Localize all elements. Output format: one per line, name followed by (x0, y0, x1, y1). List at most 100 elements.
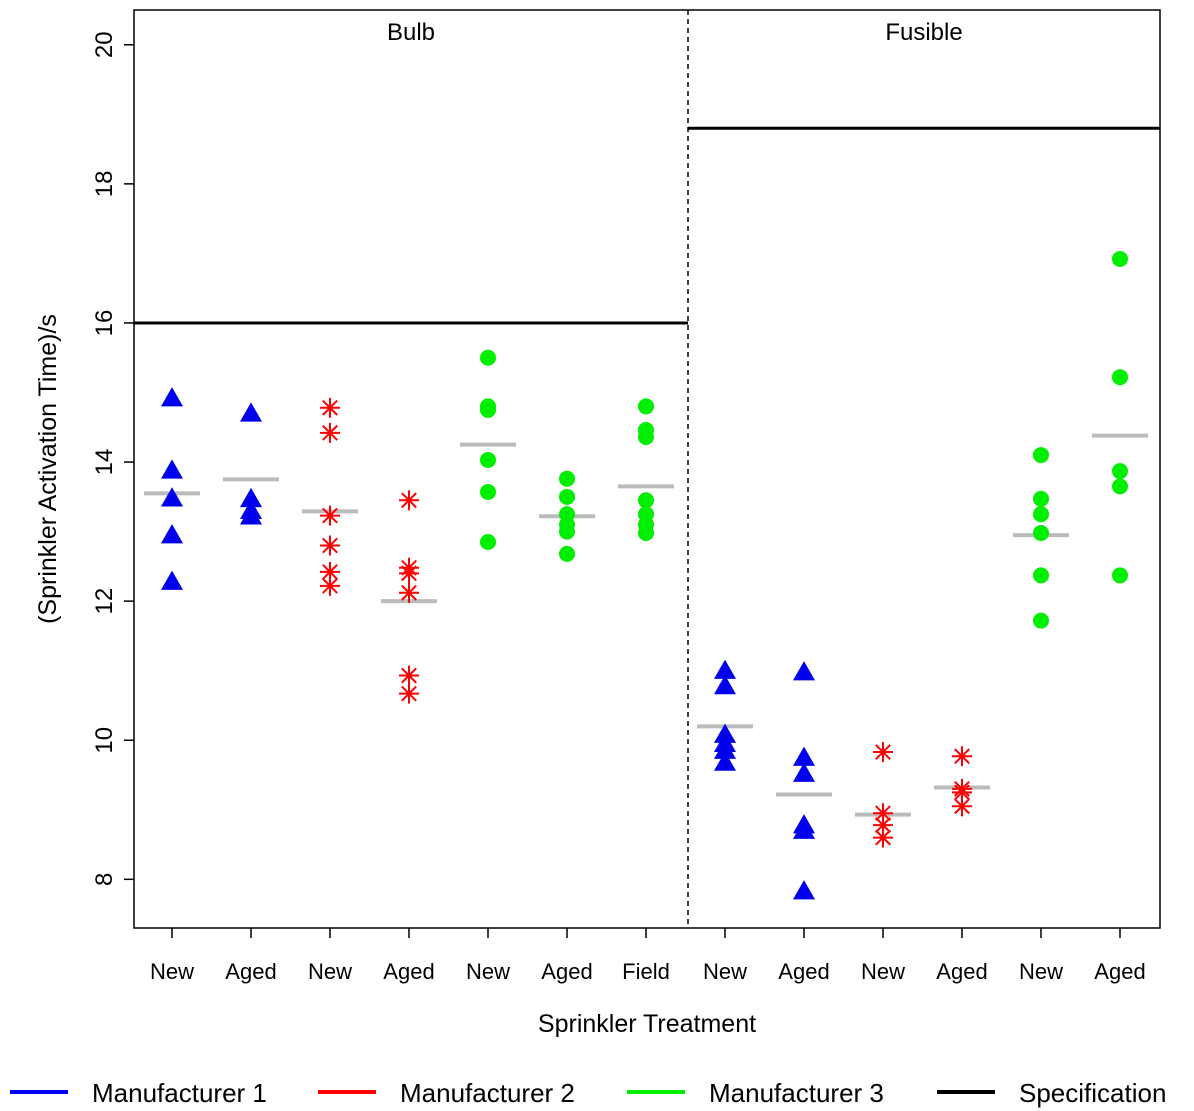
data-point (1112, 478, 1128, 495)
data-point (638, 492, 654, 509)
data-point (320, 535, 340, 556)
asterisk-stroke (875, 805, 891, 822)
x-tick-label: New (308, 959, 352, 984)
data-point (873, 827, 893, 848)
y-axis-label: (Sprinkler Activation Time)/s (34, 314, 62, 624)
y-tick-label: 12 (91, 588, 118, 615)
data-point (638, 524, 654, 541)
legend-label: Manufacturer 1 (92, 1078, 267, 1108)
y-tick-label: 10 (91, 727, 118, 754)
x-tick-label: New (1019, 959, 1063, 984)
x-tick-label: Aged (383, 959, 434, 984)
data-point (714, 659, 736, 679)
x-tick-label: Aged (936, 959, 987, 984)
y-tick-label: 16 (91, 310, 118, 337)
data-point (240, 505, 262, 525)
data-point (399, 490, 419, 511)
data-point (1033, 490, 1049, 507)
data-point (793, 661, 815, 681)
data-point (320, 575, 340, 596)
asterisk-stroke (954, 784, 970, 801)
y-tick-label: 8 (91, 873, 118, 886)
data-point (559, 545, 575, 562)
data-point (480, 401, 496, 418)
data-point (714, 751, 736, 771)
asterisk-stroke (401, 667, 417, 684)
data-point (559, 488, 575, 505)
data-point (873, 815, 893, 836)
x-tick-label: New (861, 959, 905, 984)
legend: Manufacturer 1 Manufacturer 2 Manufacturer… (10, 1078, 1166, 1108)
data-point (320, 397, 340, 418)
data-point (240, 402, 262, 422)
x-tick-label: Aged (541, 959, 592, 984)
data-point (1033, 524, 1049, 541)
x-tick-label: Aged (225, 959, 276, 984)
asterisk-stroke (322, 564, 338, 580)
legend-item-manufacturer-3: Manufacturer 3 (627, 1078, 884, 1108)
data-points (161, 250, 1128, 900)
x-tick-label: Aged (778, 959, 829, 984)
data-point (793, 880, 815, 900)
data-point (714, 674, 736, 695)
plot-frame (133, 9, 1161, 929)
data-point (480, 483, 496, 500)
data-point (1112, 463, 1128, 480)
legend-item-specification: Specification (937, 1078, 1166, 1108)
data-point (399, 683, 419, 704)
asterisk-stroke (322, 424, 338, 441)
y-tick-label: 20 (91, 31, 118, 58)
data-point (240, 487, 262, 508)
data-point (1112, 369, 1128, 386)
data-point (1033, 567, 1049, 584)
specification-lines (134, 126, 1160, 325)
data-point (320, 422, 340, 443)
asterisk-stroke (954, 748, 970, 765)
asterisk-stroke (401, 685, 417, 702)
data-point (714, 739, 736, 759)
x-tick-label: Field (622, 959, 670, 984)
data-point (1033, 612, 1049, 629)
asterisk-stroke (875, 744, 891, 760)
data-point (638, 398, 654, 415)
y-tick-label: 14 (91, 449, 118, 476)
data-point (952, 746, 972, 767)
data-point (873, 742, 893, 763)
data-point (399, 563, 419, 584)
data-point (559, 470, 575, 487)
asterisk-stroke (875, 829, 891, 846)
data-point (638, 429, 654, 446)
asterisk-stroke (322, 399, 338, 416)
data-point (793, 762, 815, 782)
data-point (793, 819, 815, 839)
x-axis-label: Sprinkler Treatment (538, 1010, 756, 1038)
axes-layer: 8 10 12 14 16 18 20 New Aged New Aged New Aged Field N… (91, 9, 1161, 984)
panel-title-bulb: Bulb (387, 19, 435, 46)
asterisk-stroke (322, 507, 338, 524)
x-tick-label: New (150, 959, 194, 984)
panel-title-fusible: Fusible (885, 19, 962, 46)
data-point (480, 534, 496, 551)
legend-item-manufacturer-2: Manufacturer 2 (318, 1078, 575, 1108)
data-point (559, 523, 575, 540)
data-point (399, 665, 419, 686)
asterisk-stroke (401, 584, 417, 601)
data-point (161, 570, 183, 590)
data-point (320, 505, 340, 526)
data-point (480, 349, 496, 366)
data-point (161, 387, 183, 407)
x-tick-label: New (703, 959, 747, 984)
data-point (161, 487, 183, 507)
x-tick-label: Aged (1094, 959, 1145, 984)
data-point (952, 782, 972, 803)
data-point (1033, 506, 1049, 523)
data-point (1033, 447, 1049, 464)
data-point (161, 524, 183, 544)
legend-item-manufacturer-1: Manufacturer 1 (10, 1078, 267, 1108)
x-tick-label: New (466, 959, 510, 984)
data-point (161, 459, 183, 479)
data-point (399, 582, 419, 603)
data-point (1112, 250, 1128, 267)
legend-label: Specification (1019, 1078, 1166, 1108)
data-point (793, 746, 815, 766)
